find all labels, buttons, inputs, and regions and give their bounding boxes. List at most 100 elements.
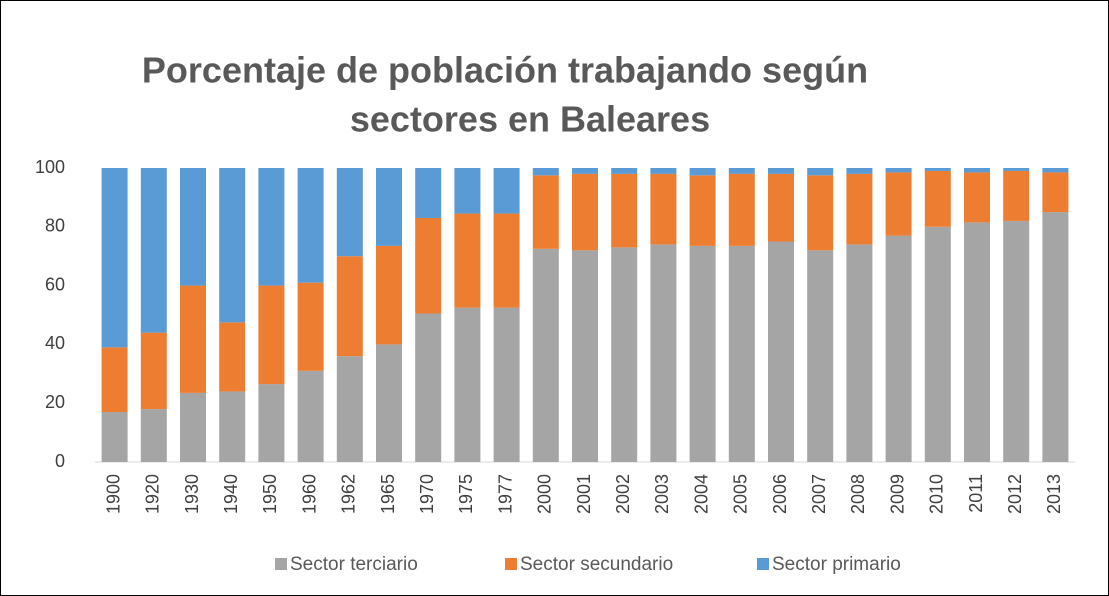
bar-segment (180, 168, 206, 286)
bar-segment (297, 370, 324, 462)
x-tick-label: 2011 (966, 474, 986, 513)
bar-segment (493, 213, 520, 308)
y-tick-label: 20 (45, 392, 65, 412)
bar-segment (807, 168, 834, 176)
y-tick-label: 80 (45, 216, 65, 236)
bar-segment (924, 226, 951, 462)
bar-segment (768, 173, 794, 242)
bar-segment (650, 244, 677, 462)
bar-segment (611, 173, 638, 248)
bar-segment (924, 168, 951, 171)
bar-segment (728, 168, 755, 174)
bar-segment (180, 285, 206, 393)
bar-segment (454, 213, 481, 308)
bar-segment (532, 168, 559, 176)
bar-segment (572, 168, 598, 174)
bar-segment (846, 168, 873, 174)
x-tick-label: 1940 (221, 474, 241, 514)
bar-segment (846, 244, 873, 462)
x-tick-label: 2010 (927, 474, 947, 514)
bar-segment (415, 217, 442, 314)
bar-segment (140, 332, 167, 410)
bar-segment (885, 172, 912, 236)
bar-segment (1042, 212, 1069, 462)
bar-segment (493, 168, 520, 214)
x-tick-label: 1965 (378, 474, 398, 514)
x-tick-label: 2006 (770, 474, 790, 514)
bar-segment (258, 168, 285, 286)
bar-segment (728, 245, 755, 462)
bar-segment (1003, 220, 1030, 462)
bar-segment (376, 245, 402, 345)
y-tick-label: 100 (35, 157, 65, 177)
y-tick-label: 60 (45, 274, 65, 294)
chart-title: Porcentaje de población trabajando según (142, 50, 868, 91)
x-tick-label: 1900 (103, 474, 123, 514)
bar-segment (885, 235, 912, 462)
bar-segment (768, 168, 794, 174)
bar-segment (807, 175, 834, 251)
x-tick-label: 1962 (339, 474, 359, 514)
bar-segment (1042, 168, 1069, 173)
bar-segment (336, 168, 363, 257)
bar-segment (689, 245, 716, 462)
chart-title: sectores en Baleares (350, 99, 710, 140)
x-tick-label: 1977 (495, 474, 515, 514)
bar-segment (924, 170, 951, 227)
bar-segment (140, 409, 167, 462)
bar-segment (846, 173, 873, 245)
legend-label: Sector secundario (520, 554, 673, 575)
bar-segment (101, 412, 128, 462)
x-tick-label: 2012 (1005, 474, 1025, 514)
bar-segment (611, 168, 638, 174)
bar-segment (376, 168, 402, 246)
bar-segment (140, 168, 167, 333)
bar-segment (454, 307, 481, 462)
bar-segment (885, 168, 912, 173)
bar-segment (572, 173, 598, 251)
bar-segment (964, 168, 990, 173)
legend-swatch (757, 558, 769, 570)
bar-segment (611, 247, 638, 462)
bar-segment (964, 172, 990, 223)
bar-segment (572, 250, 598, 462)
x-tick-label: 1970 (417, 474, 437, 514)
bar-segment (219, 322, 246, 392)
legend-swatch (505, 558, 517, 570)
legend-label: Sector primario (772, 554, 901, 575)
bar-segment (1003, 170, 1030, 221)
bar-segment (689, 168, 716, 176)
x-tick-label: 1975 (456, 474, 476, 514)
bar-segment (415, 313, 442, 462)
x-tick-label: 2005 (731, 474, 751, 514)
x-tick-label: 2013 (1044, 474, 1064, 514)
bar-segment (258, 384, 285, 462)
bar-segment (101, 168, 128, 348)
bar-segment (650, 173, 677, 245)
x-tick-label: 1930 (182, 474, 202, 514)
bar-segment (532, 248, 559, 462)
bar-segment (219, 168, 246, 323)
bar-segment (336, 256, 363, 357)
legend-label: Sector terciario (290, 554, 418, 575)
x-tick-label: 2008 (848, 474, 868, 514)
y-tick-label: 40 (45, 333, 65, 353)
bar-segment (258, 285, 285, 385)
x-tick-label: 2009 (887, 474, 907, 514)
bar-segment (297, 168, 324, 283)
bar-segment (768, 241, 794, 462)
bar-segment (376, 344, 402, 462)
bar-segment (807, 250, 834, 462)
bar-segment (728, 173, 755, 246)
legend-swatch (275, 558, 287, 570)
x-tick-label: 2001 (574, 474, 594, 514)
bar-segment (454, 168, 481, 214)
bar-segment (1042, 172, 1069, 213)
x-tick-label: 2000 (535, 474, 555, 514)
bar-segment (1003, 168, 1030, 171)
bar-segment (532, 175, 559, 249)
bar-segment (101, 347, 128, 413)
x-tick-label: 2003 (652, 474, 672, 514)
bar-segment (297, 282, 324, 371)
